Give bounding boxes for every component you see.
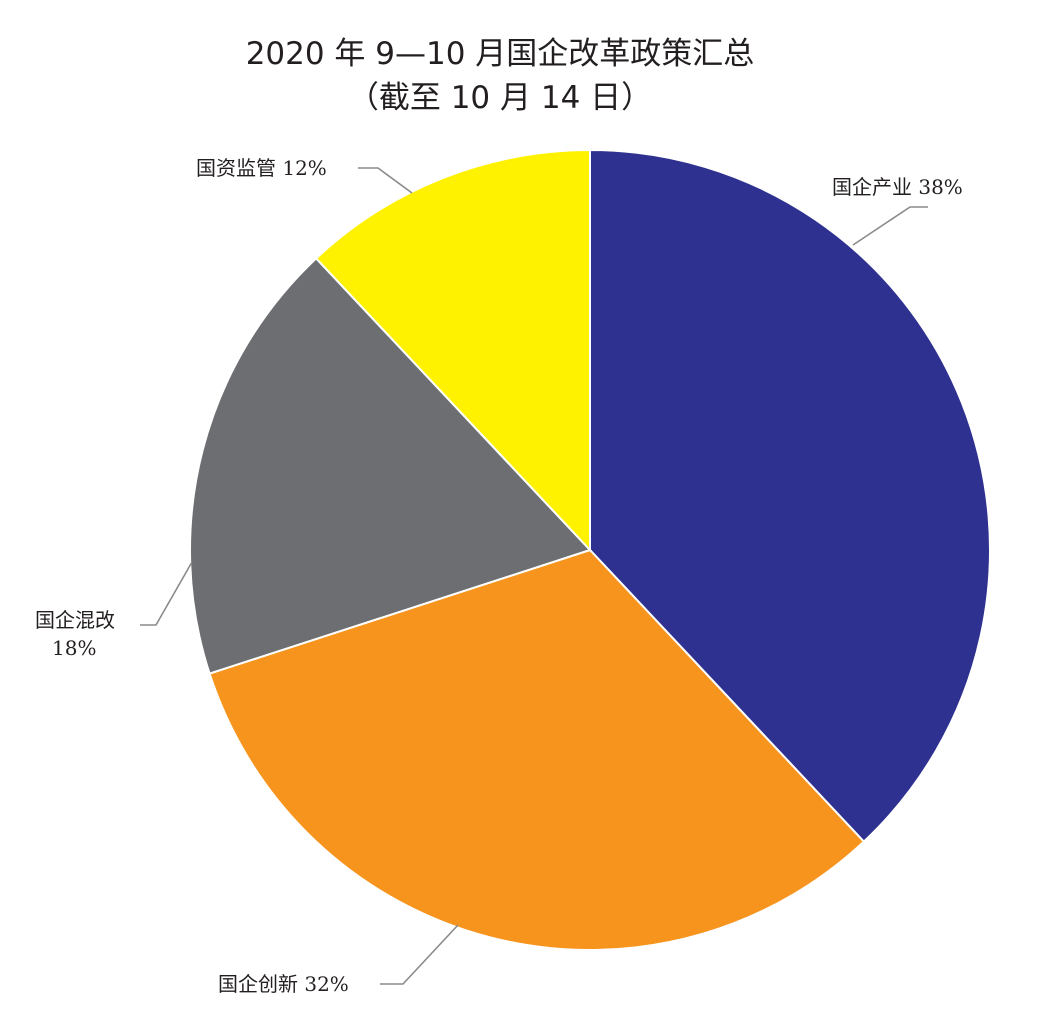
chart-subtitle: （截至 10 月 14 日） bbox=[347, 80, 653, 116]
slice-labels: 国企产业 38% 国资监管 12% 国企混改 18% 国企创新 32% bbox=[35, 156, 963, 996]
leader-line-guoqi-hungai bbox=[140, 561, 193, 626]
pie-slice-guozi-jianguan bbox=[314, 148, 591, 553]
leader-line-guozi-jianguan bbox=[358, 167, 413, 194]
pie-slice-guoqi-chanye bbox=[589, 148, 991, 844]
slice-label-guoqi-chuangxin: 国企创新 32% bbox=[218, 972, 349, 996]
pie-slices bbox=[189, 148, 991, 951]
pie-slice-guoqi-hungai bbox=[189, 256, 592, 675]
slice-label-guozi-jianguan: 国资监管 12% bbox=[196, 156, 327, 180]
leader-line-guoqi-chanye bbox=[852, 206, 928, 246]
slice-label-guoqi-hungai-line1: 国企混改 bbox=[35, 608, 115, 632]
slice-label-guoqi-hungai-line2: 18% bbox=[52, 636, 96, 660]
leader-line-guoqi-chuangxin bbox=[380, 924, 459, 985]
slice-label-guoqi-chanye: 国企产业 38% bbox=[832, 175, 963, 199]
chart-title: 2020 年 9—10 月国企改革政策汇总 bbox=[245, 36, 755, 72]
leader-lines bbox=[140, 167, 928, 985]
pie-slice-guoqi-chuangxin bbox=[208, 548, 866, 951]
